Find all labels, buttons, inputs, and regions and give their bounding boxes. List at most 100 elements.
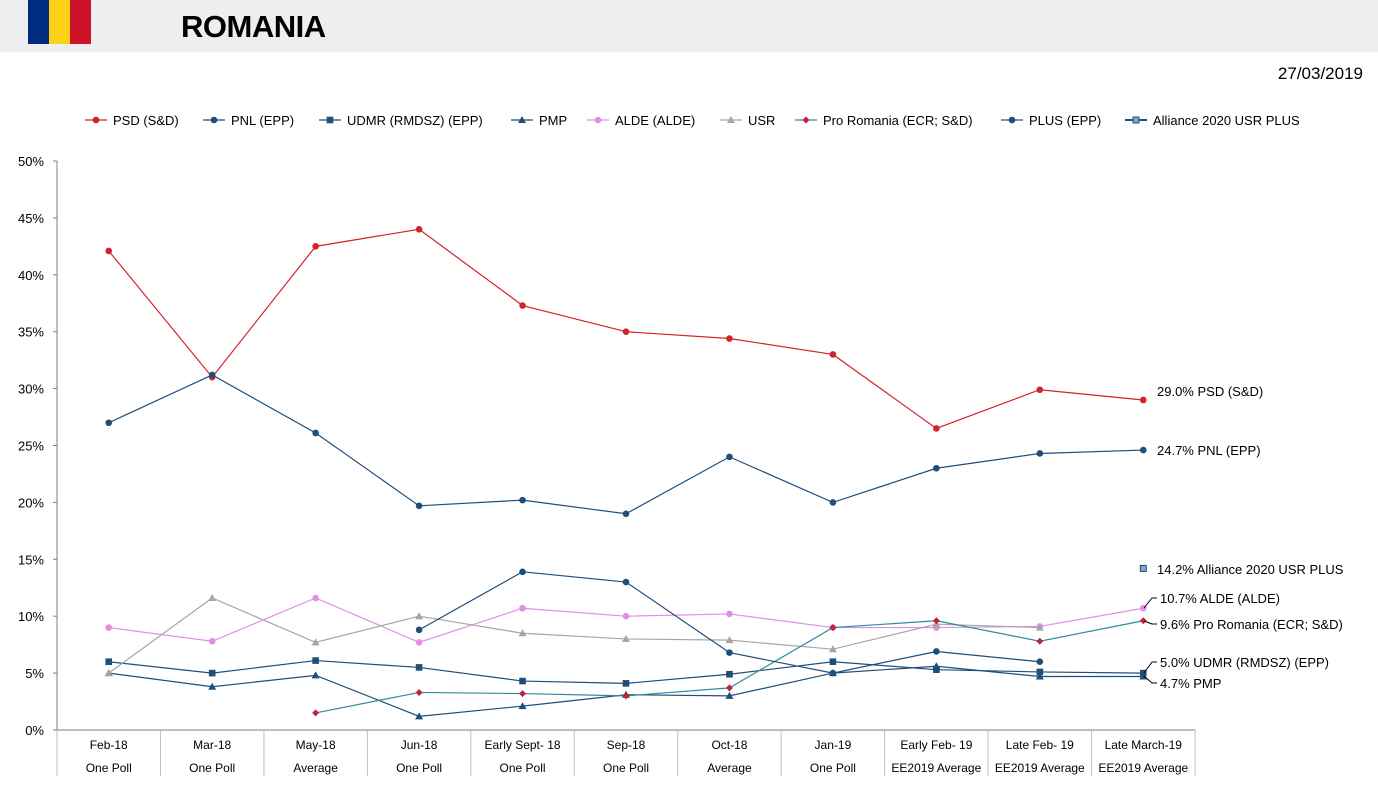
data-point-6: [519, 690, 527, 698]
series-line-5: [108, 597, 1040, 674]
y-tick-label: 5%: [25, 666, 44, 681]
page-title: ROMANIA: [181, 9, 326, 44]
data-point-4: [105, 624, 113, 631]
x-tick-label: Late Feb- 19: [1006, 738, 1074, 752]
x-tick-sublabel: EE2019 Average: [995, 761, 1085, 775]
data-point-2: [208, 669, 216, 677]
data-point-5: [311, 638, 320, 646]
data-point-3: [518, 702, 527, 710]
legend-entry: Pro Romania (ECR; S&D): [823, 113, 973, 128]
annotation-label: 29.0% PSD (S&D): [1157, 384, 1263, 399]
data-point-4: [519, 604, 526, 612]
x-tick-sublabel: One Poll: [500, 761, 546, 775]
data-point-7: [1036, 658, 1044, 666]
y-tick-label: 50%: [18, 154, 44, 169]
annotation-label: 24.7% PNL (EPP): [1157, 443, 1261, 458]
x-tick-sublabel: One Poll: [603, 761, 649, 775]
flag-stripe-red: [70, 0, 91, 44]
data-point-0: [726, 335, 733, 342]
x-tick-sublabel: EE2019 Average: [1098, 761, 1188, 775]
x-tick-label: Early Feb- 19: [900, 738, 972, 752]
legend-marker: [727, 116, 735, 123]
data-point-0: [312, 243, 319, 250]
x-tick-label: Jun-18: [401, 738, 438, 752]
annotation-label: 5.0% UDMR (RMDSZ) (EPP): [1160, 655, 1329, 670]
legend-entry: PNL (EPP): [231, 113, 294, 128]
annotation-label: 4.7% PMP: [1160, 676, 1221, 691]
legend-entry: ALDE (ALDE): [615, 113, 695, 128]
data-point-0: [1139, 396, 1147, 404]
x-tick-label: Sep-18: [607, 738, 646, 752]
data-point-5: [828, 645, 837, 653]
y-tick-label: 25%: [18, 439, 44, 454]
x-tick-label: Late March-19: [1105, 738, 1183, 752]
annotation-label: 10.7% ALDE (ALDE): [1160, 591, 1280, 606]
y-tick-label: 20%: [18, 495, 44, 510]
data-point-0: [519, 302, 526, 309]
data-point-7: [726, 649, 733, 656]
data-point-1: [519, 496, 526, 504]
data-point-6: [725, 684, 733, 692]
data-point-0: [622, 328, 630, 336]
annotation-leader: [1143, 620, 1157, 625]
data-point-1: [933, 464, 940, 472]
x-tick-label: Oct-18: [711, 738, 747, 752]
data-point-2: [312, 657, 319, 664]
data-point-0: [1036, 386, 1044, 394]
flag-stripe-yellow: [49, 0, 70, 44]
series-line-1: [108, 374, 1144, 515]
y-tick-label: 10%: [18, 609, 44, 624]
data-point-2: [1036, 668, 1044, 676]
data-point-6: [932, 617, 940, 625]
legend-entry: USR: [748, 113, 775, 128]
data-point-3: [208, 682, 217, 690]
legend-marker: [802, 116, 810, 124]
data-point-3: [1035, 672, 1044, 680]
data-point-7: [933, 648, 940, 655]
data-point-1: [726, 453, 733, 461]
legend-marker: [92, 116, 100, 124]
data-point-1: [622, 510, 630, 518]
data-point-2: [519, 677, 526, 685]
data-point-4: [415, 639, 423, 646]
x-tick-sublabel: Average: [707, 761, 752, 775]
legend-marker: [210, 116, 218, 124]
data-point-5: [104, 669, 113, 677]
data-point-5: [208, 593, 217, 601]
data-point-5: [725, 636, 734, 644]
data-point-3: [311, 671, 320, 679]
data-point-6: [622, 692, 630, 700]
annotation-leader: [1143, 675, 1157, 684]
x-tick-label: Early Sept- 18: [485, 738, 561, 752]
annotation-leader: [1143, 661, 1157, 674]
report-date: 27/03/2019: [1277, 64, 1363, 83]
x-tick-sublabel: One Poll: [189, 761, 235, 775]
legend-entry: PMP: [539, 113, 567, 128]
legend-entry: UDMR (RMDSZ) (EPP): [347, 113, 483, 128]
data-point-5: [622, 634, 630, 642]
legend-marker: [594, 116, 602, 124]
series-line-6: [315, 620, 1144, 714]
data-point-2: [415, 664, 423, 671]
y-tick-label: 35%: [18, 325, 44, 340]
page-header: ROMANIA: [0, 0, 1378, 52]
data-point-3: [415, 712, 424, 720]
data-point-1: [1036, 450, 1044, 457]
data-point-2: [829, 658, 837, 666]
y-tick-label: 15%: [18, 552, 44, 567]
legend-entry: PLUS (EPP): [1029, 113, 1101, 128]
data-point-6: [415, 688, 423, 696]
data-point-6: [312, 709, 320, 717]
annotation-label: 9.6% Pro Romania (ECR; S&D): [1160, 617, 1343, 632]
data-point-2: [622, 680, 630, 687]
data-point-4: [208, 637, 216, 645]
data-point-1: [415, 502, 423, 510]
x-tick-sublabel: One Poll: [86, 761, 132, 775]
data-point-2: [726, 670, 733, 678]
data-point-4: [726, 610, 733, 618]
data-point-5: [1035, 623, 1044, 631]
data-point-0: [829, 351, 837, 358]
x-tick-sublabel: EE2019 Average: [891, 761, 981, 775]
legend-entry: Alliance 2020 USR PLUS: [1153, 113, 1300, 128]
